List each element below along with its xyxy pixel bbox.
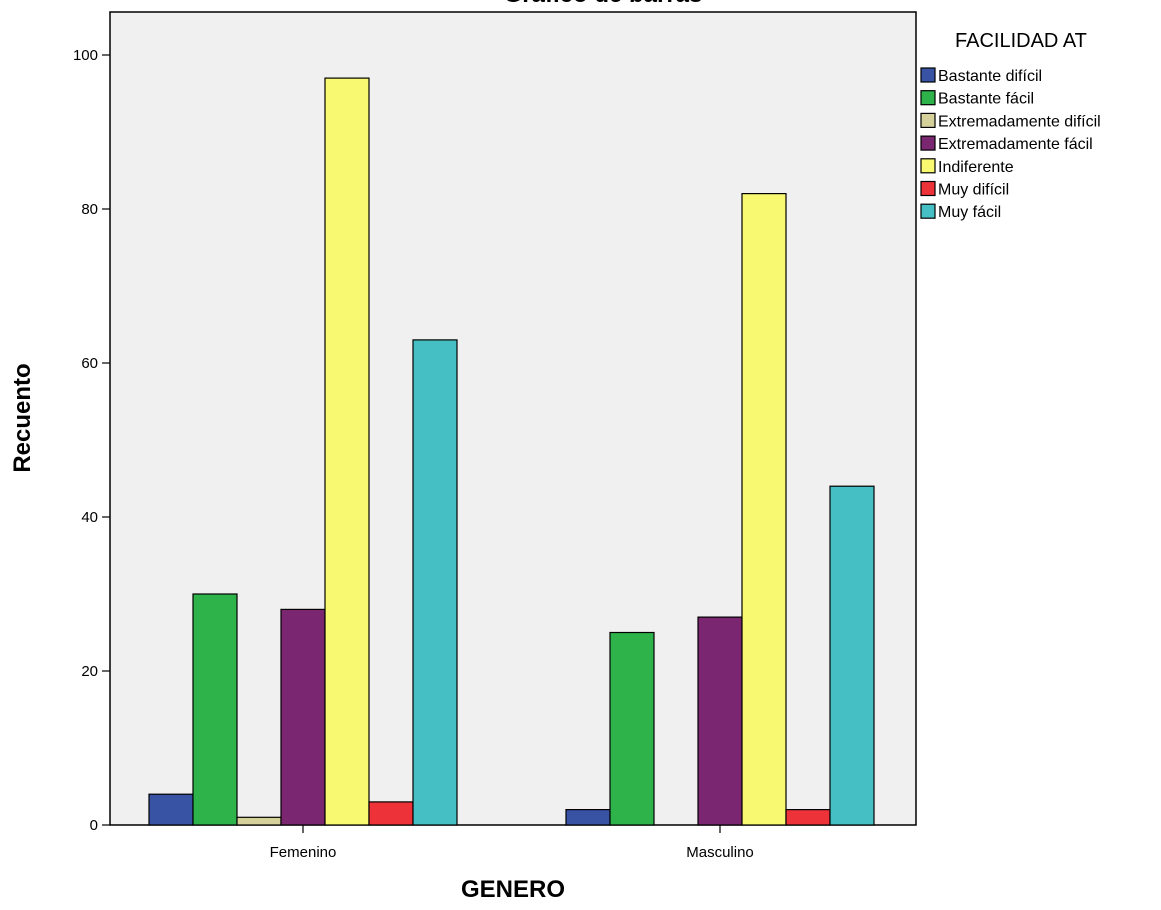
bar <box>368 801 414 826</box>
legend: FACILIDAD AT Bastante difícil Bastante fá… <box>920 30 1101 221</box>
y-tick-label: 80 <box>81 201 98 218</box>
legend-swatch <box>920 135 936 151</box>
legend-swatch <box>920 158 936 174</box>
bar <box>324 77 370 826</box>
legend-label: Muy fácil <box>938 204 1001 221</box>
legend-title: FACILIDAD AT <box>955 30 1087 52</box>
legend-label: Extremadamente fácil <box>938 136 1093 153</box>
bar <box>829 485 875 826</box>
legend-label: Bastante difícil <box>938 68 1042 85</box>
bar <box>236 816 282 826</box>
bar <box>697 616 743 826</box>
x-tick-label: Masculino <box>686 844 754 861</box>
bar <box>192 593 238 826</box>
legend-swatch <box>920 112 936 129</box>
y-axis-title: Recuento <box>9 363 36 472</box>
bar <box>741 193 787 826</box>
y-tick-label: 60 <box>81 355 98 372</box>
y-tick-label: 0 <box>90 817 98 834</box>
y-tick-label: 40 <box>81 509 98 526</box>
chart-title: Gráfico de barras <box>504 0 703 8</box>
legend-swatch <box>920 67 936 83</box>
bar <box>609 631 655 826</box>
legend-label: Indiferente <box>938 159 1014 176</box>
y-tick-label: 20 <box>81 663 98 680</box>
legend-swatch <box>920 180 936 197</box>
legend-swatch <box>920 203 936 219</box>
x-axis-title: GENERO <box>461 876 565 903</box>
bars-group <box>148 77 875 826</box>
legend-label: Bastante fácil <box>938 91 1034 108</box>
bar <box>280 608 326 826</box>
y-axis: 0 20 40 60 80 100 <box>73 47 110 834</box>
y-tick-label: 100 <box>73 47 98 64</box>
x-axis: Femenino Masculino <box>270 825 754 861</box>
x-tick-label: Femenino <box>270 844 337 861</box>
bar <box>785 808 831 826</box>
legend-swatch <box>920 90 936 106</box>
legend-label: Extremadamente difícil <box>938 113 1101 130</box>
bar <box>412 339 458 826</box>
bar <box>148 793 194 826</box>
bar <box>565 808 611 826</box>
legend-label: Muy difícil <box>938 182 1009 199</box>
